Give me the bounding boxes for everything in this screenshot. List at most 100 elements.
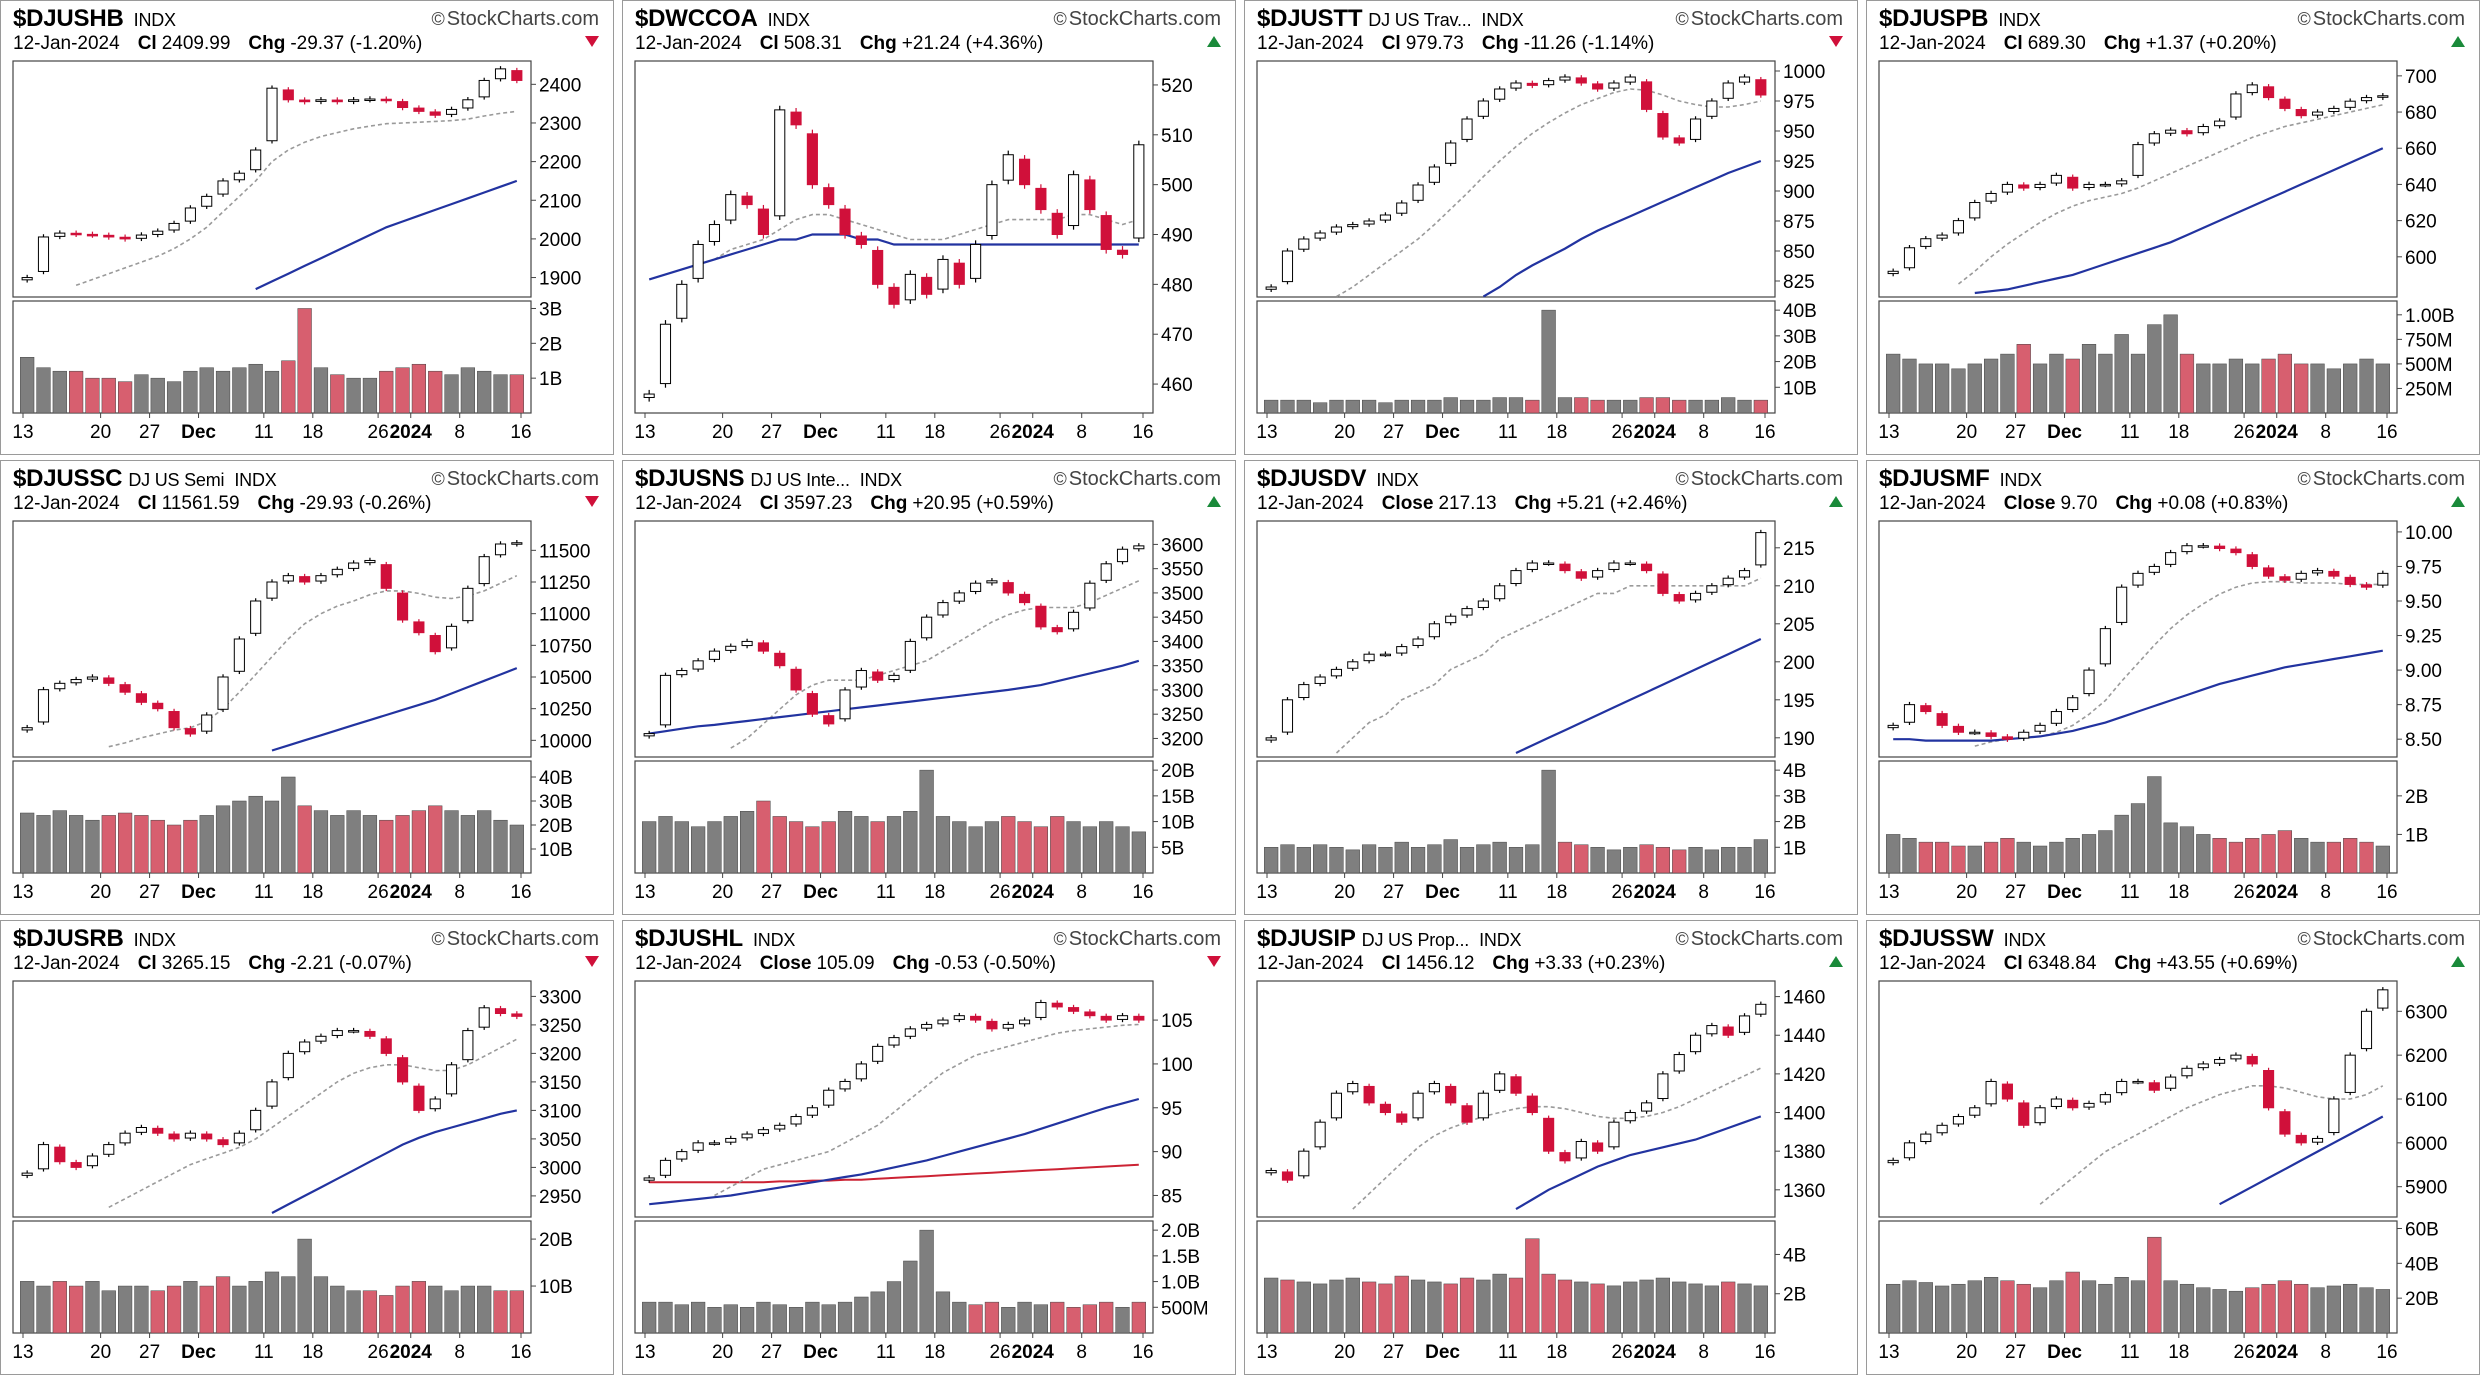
candle <box>1969 199 1981 221</box>
change-value: +43.55 (+0.69%) <box>2156 953 2298 974</box>
candle <box>1116 246 1129 259</box>
candle <box>1657 571 1669 597</box>
copyright-icon: © <box>1675 929 1689 949</box>
chart-panel-djusrb[interactable]: $DJUSRB INDX © StockCharts.com 12-Jan-2024 Cl… <box>0 920 614 1375</box>
close-value: 3265.15 <box>161 953 231 974</box>
chart-panel-djuspb[interactable]: $DJUSPB INDX © StockCharts.com 12-Jan-2024 Cl… <box>1866 0 2480 455</box>
copyright-icon: © <box>431 469 445 489</box>
volume-bar <box>1017 1301 1032 1334</box>
volume-bar <box>215 1276 231 1334</box>
volume-bar <box>1329 1279 1344 1334</box>
volume-bar <box>313 1276 329 1334</box>
chart-panel-djusns[interactable]: $DJUSNS DJ US Inte... INDX © StockCharts.com… <box>622 460 1236 915</box>
chart-panel-djussc[interactable]: $DJUSSC DJ US Semi INDX © StockCharts.com 12-… <box>0 460 614 915</box>
price-tick-label: 3350 <box>1161 657 1203 678</box>
up-arrow-icon <box>1207 496 1221 507</box>
quote-date: 12-Jan-2024 <box>1879 493 1986 514</box>
volume-bar <box>1443 397 1458 414</box>
volume-bar <box>20 357 35 414</box>
price-tick-label: 6300 <box>2405 1002 2447 1023</box>
time-tick-label: Dec <box>1425 422 1460 443</box>
volume-tick-label: 4B <box>1783 1245 1806 1266</box>
instrument-kind: INDX <box>1376 470 1419 490</box>
chart-panel-djusmf[interactable]: $DJUSMF INDX © StockCharts.com 12-Jan-2024 Cl… <box>1866 460 2480 915</box>
time-tick-label: 26 <box>368 1342 389 1363</box>
volume-bar <box>1050 1301 1065 1334</box>
candle <box>380 96 392 104</box>
price-tick-label: 3200 <box>1161 729 1203 750</box>
candle <box>1624 1109 1636 1124</box>
candle <box>2263 1067 2275 1111</box>
chart-panel-djushb[interactable]: $DJUSHB INDX © StockCharts.com 12-Jan-2024 Cl… <box>0 0 614 455</box>
price-tick-label: 1380 <box>1783 1142 1825 1163</box>
chart-panel-djustt[interactable]: $DJUSTT DJ US Trav... INDX © StockCharts.com… <box>1244 0 1858 455</box>
candle <box>2214 543 2226 552</box>
candle <box>2328 1096 2340 1136</box>
volume-bar <box>1590 847 1605 874</box>
price-tick-label: 3150 <box>539 1073 581 1094</box>
candle <box>1002 579 1014 596</box>
chart-panel-djusdv[interactable]: $DJUSDV INDX © StockCharts.com 12-Jan-2024 Cl… <box>1244 460 1858 915</box>
time-tick-label: 26 <box>990 422 1011 443</box>
volume-bar <box>1410 847 1426 874</box>
candle <box>872 669 884 683</box>
chart-panel-djusip[interactable]: $DJUSIP DJ US Prop... INDX © StockCharts.com… <box>1244 920 1858 1375</box>
volume-bar <box>968 1304 983 1334</box>
quote-date: 12-Jan-2024 <box>1257 493 1364 514</box>
chart-canvas: 10.00 9.75 9.50 9.25 9.00 8.75 8.50 2B 1B 13 20 27 D… <box>1878 520 2453 903</box>
volume-bar <box>1623 847 1638 874</box>
time-tick-label: 11 <box>2120 1342 2140 1363</box>
candle <box>2181 127 2193 137</box>
volume-plot-frame <box>1256 300 1776 414</box>
copyright-icon: © <box>1053 469 1067 489</box>
volume-bar <box>52 370 67 414</box>
volume-bar <box>2196 1287 2211 1334</box>
volume-bar <box>1329 847 1344 874</box>
price-tick-label: 1900 <box>539 269 581 290</box>
volume-bar <box>346 1290 361 1334</box>
candle <box>397 98 409 111</box>
time-tick-label: 18 <box>302 422 323 443</box>
price-tick-label: 8.50 <box>2405 730 2442 751</box>
volume-tick-label: 40B <box>2405 1254 2439 1275</box>
chart-canvas: 2400 2300 2200 2100 2000 1900 3B 2B 1B 13 20 27 Dec 1… <box>12 60 581 443</box>
candle <box>1461 1103 1473 1125</box>
chart-panel-djussw[interactable]: $DJUSSW INDX © StockCharts.com 12-Jan-2024 Cl… <box>1866 920 2480 1375</box>
volume-bar <box>1280 1279 1295 1334</box>
candle <box>103 1141 115 1158</box>
volume-bar <box>1345 399 1360 414</box>
price-tick-label: 700 <box>2405 67 2437 88</box>
candle <box>413 105 425 115</box>
candle <box>2001 1081 2013 1102</box>
chart-panel-djushl[interactable]: $DJUSHL INDX © StockCharts.com 12-Jan-2024 Cl… <box>622 920 1236 1375</box>
time-tick-label: 16 <box>1754 1342 1775 1363</box>
volume-bar <box>117 381 133 414</box>
candle <box>184 205 196 224</box>
volume-bar <box>69 370 84 414</box>
time-tick-label: 13 <box>1878 882 1899 903</box>
candle <box>1298 236 1310 252</box>
candle <box>1624 74 1636 85</box>
time-tick-label: 11 <box>1498 1342 1518 1363</box>
candle <box>643 730 655 739</box>
moving-average-long-line <box>255 179 518 291</box>
candle <box>299 573 311 585</box>
volume-tick-label: 500M <box>2405 355 2453 376</box>
volume-bar <box>2359 841 2374 874</box>
chart-canvas: 1000 975 950 925 900 875 850 825 40B 30B 20B 10B 13 2… <box>1256 60 1825 443</box>
volume-bar <box>248 1281 263 1334</box>
volume-tick-label: 15B <box>1161 787 1195 808</box>
candle <box>299 97 311 105</box>
candle <box>2328 568 2340 579</box>
time-tick-label: 18 <box>302 1342 323 1363</box>
instrument-kind: INDX <box>2003 930 2046 950</box>
volume-bar <box>2147 1236 2162 1334</box>
source-name: StockCharts.com <box>1068 468 1221 490</box>
candle <box>86 1153 99 1169</box>
symbol-line: $DWCCOA INDX <box>635 5 810 33</box>
close-label: Close <box>759 953 812 974</box>
candle <box>364 557 376 566</box>
chart-panel-dwccoa[interactable]: $DWCCOA INDX © StockCharts.com 12-Jan-2024 Cl… <box>622 0 1236 455</box>
price-tick-label: 1460 <box>1783 988 1825 1009</box>
source-name: StockCharts.com <box>446 928 599 950</box>
